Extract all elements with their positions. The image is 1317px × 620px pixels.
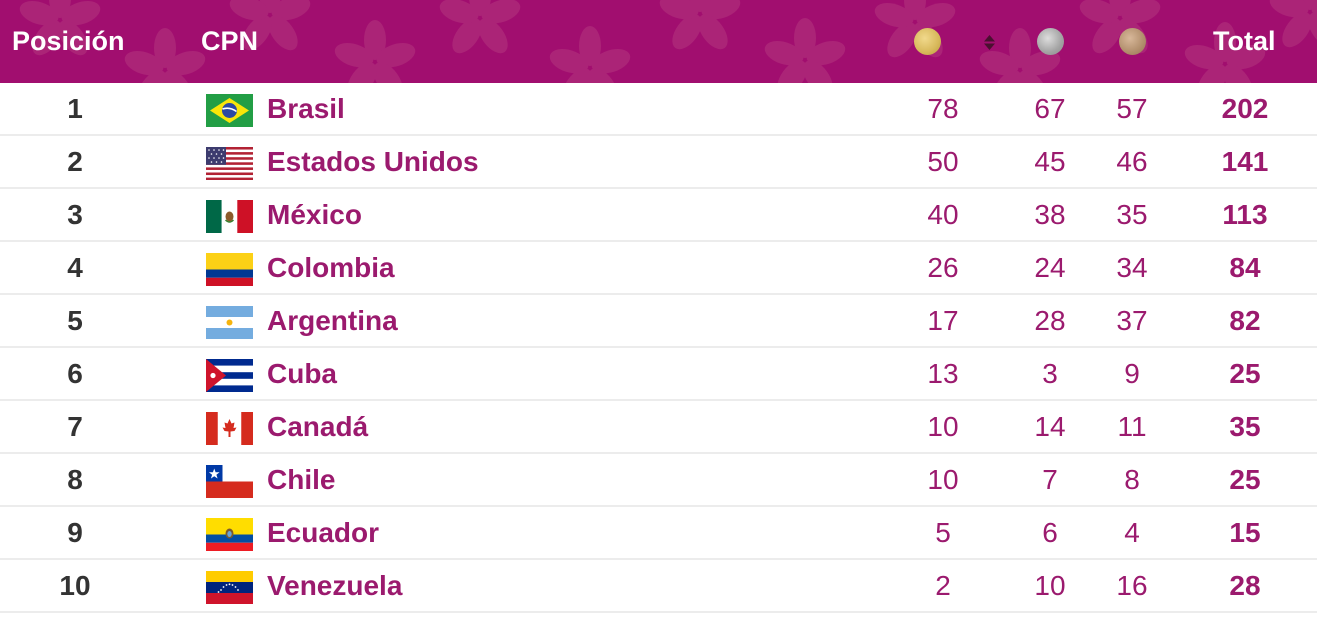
usa-flag-icon: [206, 147, 253, 180]
table-row: 2 Estados Unidos 50 45 46 141: [0, 136, 1317, 189]
position-cell: 6: [67, 358, 83, 389]
gold-count: 10: [927, 411, 959, 442]
country-link[interactable]: Canadá: [267, 411, 369, 442]
venezuela-flag-icon: [206, 571, 253, 604]
total-count: 141: [1221, 146, 1269, 177]
position-cell: 2: [67, 146, 83, 177]
colombia-flag-icon: [206, 253, 253, 286]
cuba-flag-icon: [206, 359, 253, 392]
bronze-count: 8: [1124, 464, 1140, 495]
position-cell: 1: [67, 93, 83, 124]
silver-count: 14: [1034, 411, 1066, 442]
bronze-count: 46: [1116, 146, 1148, 177]
position-cell: 5: [67, 305, 83, 336]
gold-count: 40: [927, 199, 959, 230]
gold-count: 13: [927, 358, 959, 389]
bronze-count: 35: [1116, 199, 1148, 230]
silver-count: 24: [1034, 252, 1066, 283]
bronze-count: 34: [1116, 252, 1148, 283]
table-row: 8 Chile 10 7 8 25: [0, 454, 1317, 507]
position-cell: 3: [67, 199, 83, 230]
position-cell: 9: [67, 517, 83, 548]
table-row: 4 Colombia 26 24 34 84: [0, 242, 1317, 295]
bronze-medal-icon[interactable]: [1119, 28, 1146, 55]
position-header[interactable]: Posición: [12, 26, 125, 56]
country-link[interactable]: Cuba: [267, 358, 337, 389]
bronze-count: 4: [1124, 517, 1140, 548]
table-row: 6 Cuba 13 3 9 25: [0, 348, 1317, 401]
canada-flag-icon: [206, 412, 253, 445]
gold-count: 26: [927, 252, 959, 283]
country-link[interactable]: Venezuela: [267, 570, 403, 601]
total-count: 35: [1229, 411, 1261, 442]
gold-count: 50: [927, 146, 959, 177]
chile-flag-icon: [206, 465, 253, 498]
bronze-count: 37: [1116, 305, 1148, 336]
table-row: 5 Argentina 17 28 37 82: [0, 295, 1317, 348]
position-cell: 4: [67, 252, 83, 283]
table-row: 9 Ecuador 5 6 4 15: [0, 507, 1317, 560]
silver-count: 38: [1034, 199, 1066, 230]
brazil-flag-icon: [206, 94, 253, 127]
silver-count: 45: [1034, 146, 1066, 177]
cpn-header[interactable]: CPN: [201, 26, 259, 56]
total-count: 15: [1229, 517, 1261, 548]
country-link[interactable]: México: [267, 199, 362, 230]
gold-count: 17: [927, 305, 959, 336]
bronze-count: 57: [1116, 93, 1148, 124]
silver-count: 6: [1042, 517, 1058, 548]
argentina-flag-icon: [206, 306, 253, 339]
table-header: Posición CPN Total: [0, 0, 1317, 83]
country-link[interactable]: Brasil: [267, 93, 345, 124]
silver-count: 3: [1042, 358, 1058, 389]
total-count: 82: [1229, 305, 1261, 336]
silver-medal-icon[interactable]: [1037, 28, 1064, 55]
silver-count: 10: [1034, 570, 1066, 601]
bronze-count: 11: [1117, 411, 1147, 442]
sort-icon[interactable]: [983, 34, 996, 51]
total-count: 84: [1229, 252, 1261, 283]
silver-count: 67: [1034, 93, 1066, 124]
gold-count: 5: [935, 517, 951, 548]
ecuador-flag-icon: [206, 518, 253, 551]
total-count: 113: [1222, 199, 1268, 230]
table-row: 1 Brasil 78 67 57 202: [0, 83, 1317, 136]
country-link[interactable]: Colombia: [267, 252, 395, 283]
table-row: 3 México 40 38 35 113: [0, 189, 1317, 242]
position-cell: 10: [59, 570, 91, 601]
silver-count: 28: [1034, 305, 1066, 336]
bronze-count: 9: [1124, 358, 1140, 389]
total-count: 202: [1221, 93, 1269, 124]
country-link[interactable]: Ecuador: [267, 517, 380, 548]
gold-count: 2: [935, 570, 951, 601]
total-count: 28: [1229, 570, 1261, 601]
gold-count: 78: [927, 93, 959, 124]
table-row: 10 Venezuela 2 10 16 28: [0, 560, 1317, 613]
position-cell: 7: [67, 411, 83, 442]
country-link[interactable]: Chile: [267, 464, 336, 495]
table-row: 7 Canadá 10 14 11 35: [0, 401, 1317, 454]
gold-medal-icon[interactable]: [914, 28, 941, 55]
silver-count: 7: [1042, 464, 1058, 495]
total-header[interactable]: Total: [1213, 26, 1276, 56]
country-link[interactable]: Estados Unidos: [267, 146, 479, 177]
total-count: 25: [1229, 464, 1261, 495]
country-link[interactable]: Argentina: [267, 305, 398, 336]
position-cell: 8: [67, 464, 83, 495]
mexico-flag-icon: [206, 200, 253, 233]
bronze-count: 16: [1116, 570, 1148, 601]
gold-count: 10: [927, 464, 959, 495]
total-count: 25: [1229, 358, 1261, 389]
